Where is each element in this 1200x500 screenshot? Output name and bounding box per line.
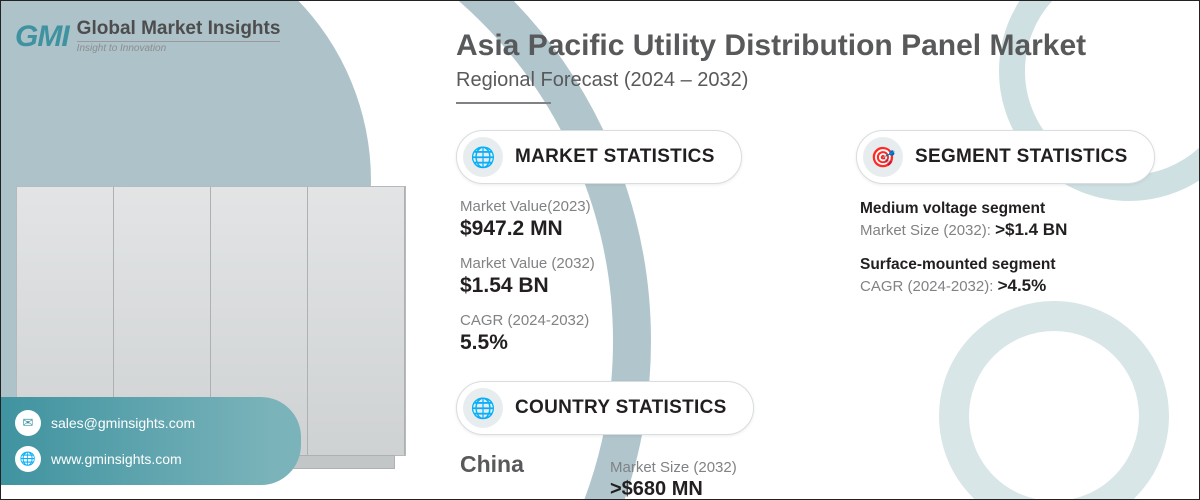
market-stat-item-1: Market Value (2032) $1.54 BN <box>456 255 856 298</box>
market-statistics-header: 🌐 MARKET STATISTICS <box>456 130 742 184</box>
segment-statistics-header: 🎯 SEGMENT STATISTICS <box>856 130 1155 184</box>
country-stat-row: China Market Size (2032) >$680 MN <box>456 451 856 500</box>
country-statistics-block: 🌐 COUNTRY STATISTICS China Market Size (… <box>456 381 856 500</box>
logo-sub-text: Insight to Innovation <box>77 44 281 55</box>
segment-stat-item-0: Medium voltage segment Market Size (2032… <box>856 200 1186 240</box>
main-content: Asia Pacific Utility Distribution Panel … <box>456 29 1186 500</box>
segment-statistics-block: 🎯 SEGMENT STATISTICS Medium voltage segm… <box>856 130 1186 296</box>
panel-section-controls <box>308 187 405 455</box>
company-logo: GMI Global Market Insights Insight to In… <box>15 19 280 54</box>
country-stat-value-block: Market Size (2032) >$680 MN <box>610 459 737 500</box>
market-stat-item-2: CAGR (2024-2032) 5.5% <box>456 312 856 355</box>
right-column: 🎯 SEGMENT STATISTICS Medium voltage segm… <box>856 104 1186 500</box>
logo-main-text: Global Market Insights <box>77 19 281 42</box>
contact-email-text: sales@gminsights.com <box>51 415 195 431</box>
page-subtitle: Regional Forecast (2024 – 2032) <box>456 69 1186 92</box>
logo-mark: GMI <box>15 20 69 54</box>
contact-website-text: www.gminsights.com <box>51 451 182 467</box>
email-icon: ✉ <box>15 410 41 436</box>
page-title: Asia Pacific Utility Distribution Panel … <box>456 29 1186 63</box>
country-statistics-icon: 🌐 <box>463 388 503 428</box>
contact-info-bar: ✉ sales@gminsights.com 🌐 www.gminsights.… <box>1 397 301 485</box>
market-statistics-block: 🌐 MARKET STATISTICS Market Value(2023) $… <box>456 130 856 355</box>
segment-stat-item-1: Surface-mounted segment CAGR (2024-2032)… <box>856 256 1186 296</box>
market-statistics-icon: 🌐 <box>463 137 503 177</box>
stats-columns: 🌐 MARKET STATISTICS Market Value(2023) $… <box>456 104 1186 500</box>
contact-website-row[interactable]: 🌐 www.gminsights.com <box>15 441 287 477</box>
website-icon: 🌐 <box>15 446 41 472</box>
contact-email-row[interactable]: ✉ sales@gminsights.com <box>15 405 287 441</box>
market-stat-item-0: Market Value(2023) $947.2 MN <box>456 198 856 241</box>
infographic-page: GMI Global Market Insights Insight to In… <box>0 0 1200 500</box>
left-column: 🌐 MARKET STATISTICS Market Value(2023) $… <box>456 104 856 500</box>
segment-statistics-icon: 🎯 <box>863 137 903 177</box>
country-statistics-header: 🌐 COUNTRY STATISTICS <box>456 381 754 435</box>
